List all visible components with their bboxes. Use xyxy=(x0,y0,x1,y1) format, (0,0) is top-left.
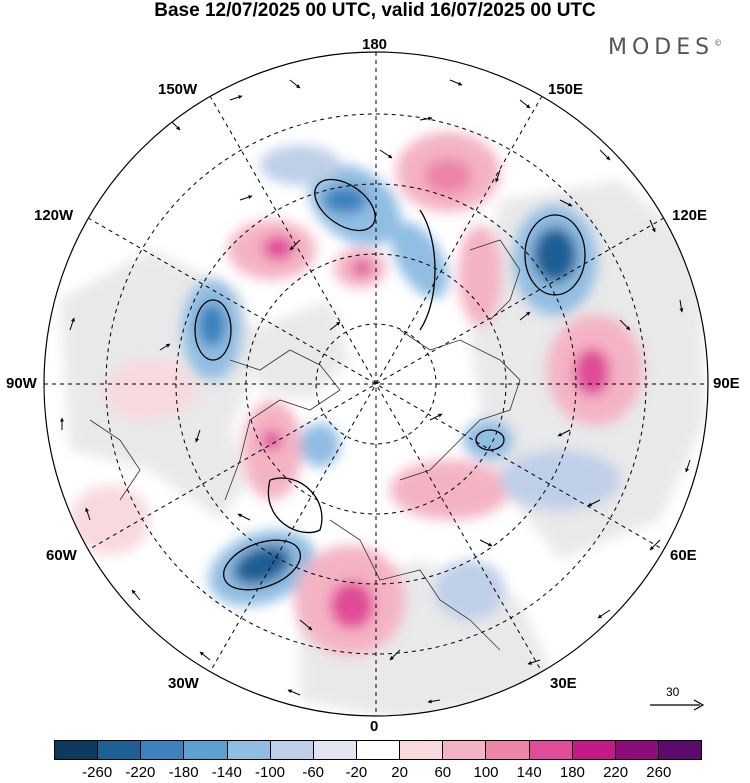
colorbar-tick-label: -60 xyxy=(302,764,325,781)
colorbar-tick-label: -100 xyxy=(254,764,286,781)
wind-vectors xyxy=(60,79,691,704)
colorbar-segment xyxy=(97,741,141,759)
longitude-label-90e: 90E xyxy=(713,375,740,392)
colorbar-tick-label: 20 xyxy=(391,764,408,781)
positive-anomaly-core xyxy=(262,430,282,450)
positive-anomaly-core xyxy=(424,158,472,194)
colorbar-tick-label: 60 xyxy=(434,764,452,781)
colorbar-segment xyxy=(269,741,313,759)
meridian xyxy=(209,95,543,673)
meridian xyxy=(87,217,665,551)
colorbar-segment xyxy=(442,741,486,759)
longitude-label-30w: 30W xyxy=(168,675,199,692)
longitude-label-60w: 60W xyxy=(46,547,77,564)
negative-anomaly-core xyxy=(533,227,577,283)
colorbar-tick-label: -220 xyxy=(125,764,156,781)
colorbar-segment xyxy=(528,741,572,759)
colorbar-tick-label: 180 xyxy=(559,764,585,781)
colorbar-segment xyxy=(183,741,227,759)
negative-anomaly xyxy=(435,560,505,620)
negative-anomaly xyxy=(260,145,340,185)
colorbar-tick-label: 260 xyxy=(646,764,672,781)
longitude-label-60e: 60E xyxy=(670,547,697,564)
colorbar-segment xyxy=(614,741,658,759)
longitude-label-150w: 150W xyxy=(158,81,198,98)
copyright-mark: © xyxy=(714,38,723,48)
negative-anomaly xyxy=(500,450,620,510)
colorbar-segment xyxy=(485,741,529,759)
longitude-label-120w: 120W xyxy=(34,207,74,224)
colorbar-tick-label: -260 xyxy=(82,764,113,781)
negative-anomaly xyxy=(300,423,340,467)
colorbar-segment xyxy=(399,741,443,759)
meridian xyxy=(87,217,665,551)
longitude-label-120e: 120E xyxy=(672,207,708,224)
longitude-label-180: 180 xyxy=(362,36,388,53)
map-disk xyxy=(44,52,708,716)
colorbar-segment xyxy=(355,741,400,759)
negative-anomaly-core xyxy=(233,545,291,585)
positive-anomaly-core xyxy=(262,236,294,260)
modes-logo: MODES© xyxy=(608,35,722,60)
meridian xyxy=(209,95,543,673)
positive-anomaly-core xyxy=(352,260,372,276)
graticule xyxy=(44,52,708,716)
colorbar-tick-label: -140 xyxy=(211,764,242,781)
reference-vector-label: 30 xyxy=(666,685,680,699)
brand-name: MODES xyxy=(608,35,715,60)
longitude-label-90w: 90W xyxy=(6,375,37,392)
geopotential-contours xyxy=(194,178,586,591)
latitude-circle xyxy=(175,183,577,585)
negative-anomaly-core xyxy=(198,303,226,347)
positive-anomaly xyxy=(70,485,150,555)
map-boundary xyxy=(43,51,709,717)
colorbar-tick-label: -180 xyxy=(168,764,199,781)
negative-anomaly xyxy=(463,420,513,460)
colorbar-segment xyxy=(55,741,98,759)
colorbar-tick-label: 220 xyxy=(603,764,629,781)
longitude-label-150e: 150E xyxy=(548,81,584,98)
longitude-label-0: 0 xyxy=(370,718,379,735)
positive-anomaly xyxy=(105,360,195,420)
colorbar-segment xyxy=(571,741,615,759)
colorbar-segment xyxy=(312,741,356,759)
positive-anomaly-core xyxy=(330,581,374,629)
colorbar xyxy=(54,740,702,760)
positive-anomaly-core xyxy=(574,348,610,396)
negative-anomaly-core xyxy=(323,186,367,214)
positive-anomaly xyxy=(458,225,502,325)
coastlines xyxy=(89,239,521,651)
colorbar-segment xyxy=(226,741,270,759)
colorbar-tick-label: 100 xyxy=(473,764,499,781)
colorbar-segment xyxy=(657,741,702,759)
colorbar-tick-label: 140 xyxy=(516,764,542,781)
colorbar-segment xyxy=(140,741,184,759)
longitude-label-30e: 30E xyxy=(550,675,577,692)
map-title: Base 12/07/2025 00 UTC, valid 16/07/2025… xyxy=(154,0,596,21)
colorbar-tick-labels: -260 -220 -180 -140 -100 -60 -20 20 60 100 140 180 2… xyxy=(54,764,702,782)
positive-anomaly xyxy=(390,460,510,520)
arrow-right-icon xyxy=(650,699,705,711)
colorbar-tick-label: -20 xyxy=(345,764,368,781)
